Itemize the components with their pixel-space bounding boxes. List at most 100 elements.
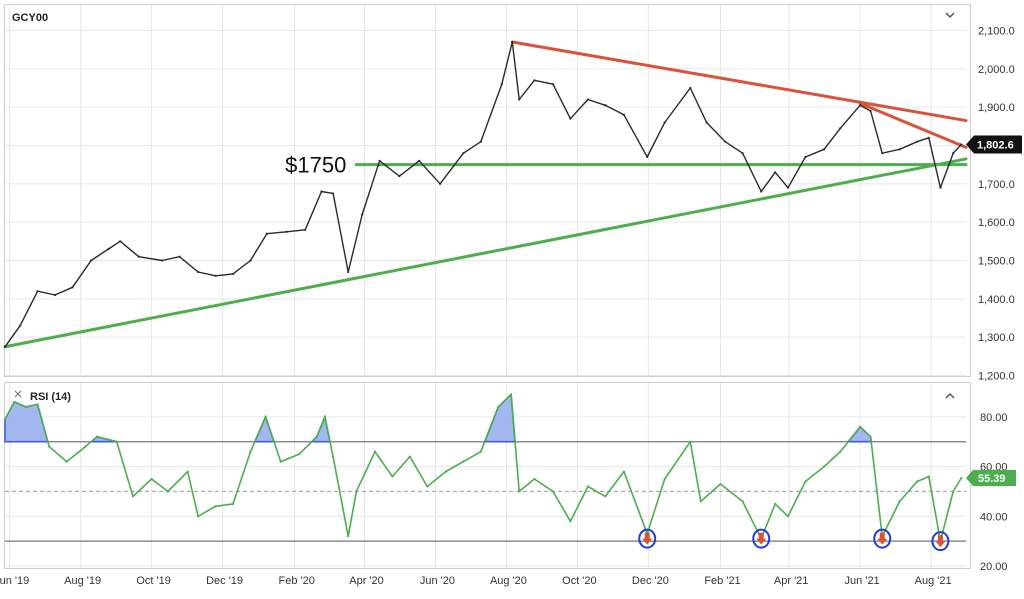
y-tick-label: 1,600.0 bbox=[978, 217, 1015, 229]
rsi-point bbox=[331, 455, 335, 458]
rsi-point bbox=[186, 470, 189, 473]
x-tick-label: Dec '20 bbox=[632, 575, 669, 587]
rsi-point bbox=[347, 535, 350, 538]
price-point bbox=[36, 290, 39, 293]
price-point bbox=[551, 83, 555, 86]
rsi-point bbox=[36, 403, 39, 406]
price-point bbox=[604, 104, 607, 107]
price-point bbox=[304, 228, 307, 231]
rsi-point bbox=[3, 418, 7, 421]
rsi-y-tick-label: 20.00 bbox=[980, 561, 1008, 573]
rsi-point bbox=[408, 455, 411, 458]
price-point bbox=[586, 98, 589, 101]
x-tick-label: Apr '20 bbox=[349, 575, 384, 587]
rsi-point bbox=[95, 435, 99, 438]
price-point bbox=[705, 121, 708, 124]
rsi-point bbox=[719, 482, 722, 486]
price-point bbox=[347, 270, 350, 274]
resistance-trendline bbox=[858, 101, 968, 149]
chevron-down-icon[interactable] bbox=[942, 9, 958, 23]
price-point bbox=[646, 155, 649, 159]
price-point bbox=[89, 259, 93, 262]
price-point bbox=[107, 247, 110, 251]
oversold-circle-marker bbox=[873, 528, 892, 549]
x-tick-label: Apr '21 bbox=[774, 575, 809, 587]
rsi-point bbox=[115, 440, 118, 443]
price-point bbox=[398, 175, 401, 178]
price-point bbox=[760, 190, 763, 193]
y-tick-label: 2,000.0 bbox=[978, 64, 1015, 76]
rsi-point bbox=[166, 490, 169, 493]
price-point bbox=[839, 127, 842, 130]
rsi-point bbox=[533, 477, 536, 481]
y-tick-label: 1,700.0 bbox=[978, 179, 1015, 191]
price-point bbox=[859, 104, 862, 107]
rsi-point bbox=[444, 470, 448, 473]
price-point bbox=[881, 152, 884, 155]
y-tick-label: 2,100.0 bbox=[978, 26, 1015, 38]
price-point bbox=[500, 83, 503, 86]
rsi-y-tick-label: 80.00 bbox=[980, 412, 1008, 424]
x-tick-label: Dec '19 bbox=[206, 575, 243, 587]
chevron-up-icon[interactable] bbox=[942, 389, 958, 403]
close-icon[interactable] bbox=[12, 388, 24, 400]
rsi-point bbox=[518, 490, 521, 493]
x-tick-label: Jun '19 bbox=[0, 575, 29, 587]
rsi-panel-title: RSI (14) bbox=[30, 391, 71, 403]
y-tick-label: 1,900.0 bbox=[978, 102, 1015, 114]
last-price-badge bbox=[966, 135, 1022, 154]
price-series-line bbox=[4, 41, 962, 348]
price-point bbox=[214, 274, 217, 277]
rsi-point bbox=[323, 415, 327, 418]
rsi-point bbox=[952, 490, 955, 493]
rsi-point bbox=[497, 405, 500, 409]
rsi-point bbox=[774, 502, 777, 505]
price-point bbox=[822, 148, 826, 151]
price-point bbox=[439, 182, 442, 185]
x-tick-label: Aug '19 bbox=[64, 575, 101, 587]
last-price-label: 1,802.6 bbox=[977, 140, 1014, 152]
price-point bbox=[622, 113, 626, 116]
price-point bbox=[689, 86, 692, 90]
rsi-point bbox=[24, 405, 28, 409]
price-layer bbox=[3, 40, 963, 348]
x-tick-label: Jun '20 bbox=[420, 575, 455, 587]
x-tick-label: Aug '21 bbox=[915, 575, 952, 587]
rsi-point bbox=[859, 425, 862, 428]
rsi-point bbox=[822, 465, 826, 468]
rsi-point bbox=[279, 460, 282, 463]
price-point bbox=[533, 79, 536, 82]
price-point bbox=[462, 152, 465, 155]
price-point bbox=[361, 213, 364, 216]
rsi-layer bbox=[3, 392, 966, 543]
oversold-circle-marker bbox=[752, 528, 771, 549]
price-point bbox=[71, 286, 74, 289]
price-point bbox=[19, 324, 22, 327]
resistance-trendline bbox=[510, 40, 968, 123]
price-point bbox=[479, 140, 482, 143]
price-point bbox=[804, 155, 807, 159]
rsi-point bbox=[84, 445, 87, 448]
trendlines-layer: $1750 bbox=[3, 40, 968, 349]
rsi-point bbox=[689, 440, 692, 443]
price-point bbox=[952, 152, 955, 155]
rsi-point bbox=[509, 393, 513, 396]
price-point bbox=[249, 259, 252, 262]
x-tick-label: Jun '21 bbox=[845, 575, 880, 587]
rsi-y-tick-label: 40.00 bbox=[980, 511, 1008, 523]
price-point bbox=[916, 140, 919, 143]
price-point bbox=[418, 159, 421, 162]
rsi-point bbox=[604, 495, 607, 498]
oversold-arrow-marker bbox=[877, 532, 888, 545]
price-point bbox=[53, 293, 57, 297]
oversold-arrow-marker bbox=[756, 532, 767, 545]
rsi-point bbox=[197, 515, 200, 518]
price-point bbox=[265, 232, 268, 235]
rsi-point bbox=[786, 515, 790, 518]
price-point bbox=[160, 259, 164, 262]
rsi-point bbox=[355, 490, 358, 493]
oversold-arrow-marker bbox=[642, 532, 653, 545]
rsi-point bbox=[373, 450, 377, 453]
x-tick-label: Oct '20 bbox=[562, 575, 597, 587]
